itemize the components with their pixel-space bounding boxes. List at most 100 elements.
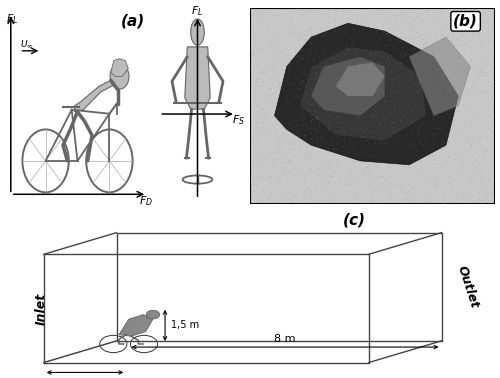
Point bbox=[407, 69, 415, 75]
Point bbox=[454, 109, 462, 115]
Point bbox=[370, 162, 378, 168]
Point bbox=[380, 106, 388, 112]
Point bbox=[329, 57, 337, 63]
Point bbox=[357, 101, 365, 107]
Point bbox=[392, 192, 400, 198]
Point bbox=[308, 107, 316, 113]
Point bbox=[252, 97, 260, 103]
Point bbox=[302, 171, 310, 177]
Point bbox=[390, 119, 398, 125]
Point bbox=[392, 151, 400, 157]
Point bbox=[480, 197, 488, 203]
Point bbox=[460, 9, 468, 15]
Point bbox=[471, 197, 479, 203]
Point bbox=[424, 47, 432, 53]
Point bbox=[402, 191, 410, 197]
Text: 1,5 m: 1,5 m bbox=[171, 321, 199, 330]
Point bbox=[462, 40, 470, 46]
Point bbox=[368, 112, 376, 118]
Point bbox=[470, 64, 478, 70]
Point bbox=[478, 41, 486, 47]
Point bbox=[406, 76, 414, 82]
Point bbox=[448, 56, 456, 62]
Point bbox=[368, 69, 376, 75]
Point bbox=[302, 76, 310, 82]
Point bbox=[400, 14, 407, 20]
Point bbox=[360, 197, 368, 203]
Point bbox=[484, 166, 492, 172]
Point bbox=[251, 129, 259, 135]
Point bbox=[264, 162, 272, 168]
Point bbox=[246, 63, 254, 69]
Point bbox=[273, 99, 281, 105]
Point bbox=[338, 49, 345, 55]
Point bbox=[404, 90, 412, 96]
Point bbox=[396, 142, 404, 148]
Point bbox=[346, 64, 354, 70]
Point bbox=[442, 132, 450, 138]
Point bbox=[398, 52, 406, 58]
Point bbox=[306, 118, 314, 124]
Point bbox=[351, 118, 359, 124]
Point bbox=[250, 17, 258, 23]
Point bbox=[448, 200, 456, 206]
Point bbox=[316, 30, 324, 36]
Point bbox=[428, 118, 436, 124]
Point bbox=[416, 158, 424, 164]
Point bbox=[434, 88, 442, 94]
Point bbox=[275, 116, 283, 122]
Point bbox=[306, 123, 314, 129]
Point bbox=[268, 181, 276, 187]
Point bbox=[422, 85, 430, 91]
Point bbox=[350, 129, 358, 135]
Point bbox=[322, 107, 330, 113]
Point bbox=[299, 98, 307, 104]
Point bbox=[474, 171, 482, 177]
Point bbox=[286, 36, 294, 42]
Point bbox=[476, 44, 484, 50]
Point bbox=[412, 96, 420, 102]
Point bbox=[451, 127, 459, 133]
Point bbox=[386, 98, 394, 104]
Point bbox=[360, 105, 368, 112]
Point bbox=[464, 156, 472, 163]
Point bbox=[448, 54, 456, 60]
Point bbox=[268, 23, 276, 29]
Point bbox=[444, 95, 452, 101]
Point bbox=[330, 125, 338, 131]
Point bbox=[344, 15, 352, 21]
Point bbox=[466, 73, 473, 79]
Point bbox=[412, 168, 420, 174]
Point bbox=[485, 144, 493, 150]
Point bbox=[415, 59, 423, 65]
Point bbox=[459, 28, 467, 34]
Point bbox=[427, 32, 435, 38]
Point bbox=[449, 190, 457, 196]
Point bbox=[298, 82, 306, 88]
Point bbox=[274, 127, 282, 133]
Point bbox=[453, 9, 461, 15]
Point bbox=[320, 178, 328, 184]
Point bbox=[410, 15, 418, 21]
Point bbox=[322, 139, 330, 145]
Point bbox=[438, 162, 446, 168]
Point bbox=[472, 164, 480, 170]
Point bbox=[446, 42, 454, 48]
Point bbox=[302, 91, 310, 98]
Point bbox=[278, 40, 285, 46]
Point bbox=[447, 26, 455, 33]
Point bbox=[453, 188, 461, 194]
Point bbox=[334, 62, 342, 68]
Point bbox=[394, 126, 402, 132]
Point bbox=[440, 36, 448, 42]
Point bbox=[259, 96, 267, 102]
Point bbox=[463, 177, 471, 183]
Point bbox=[409, 114, 417, 120]
Point bbox=[351, 136, 359, 142]
Point bbox=[252, 195, 260, 201]
Point bbox=[350, 46, 358, 52]
Point bbox=[343, 147, 351, 153]
Point bbox=[376, 25, 384, 31]
Point bbox=[312, 115, 320, 121]
Point bbox=[249, 160, 257, 166]
